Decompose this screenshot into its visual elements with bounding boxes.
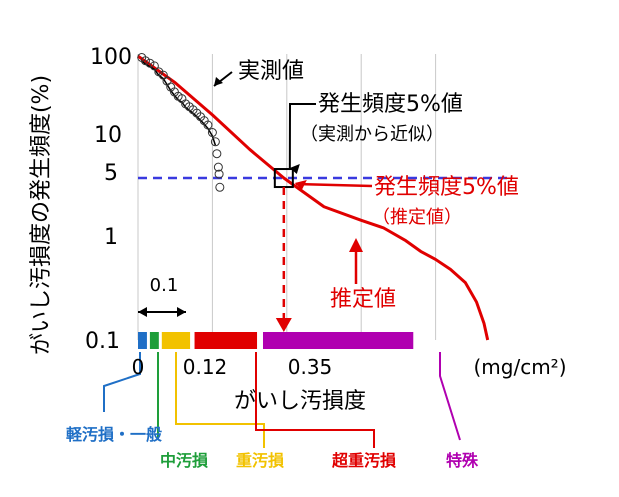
estimated-freq-pointer-head bbox=[294, 180, 307, 191]
measured-approx-line bbox=[141, 60, 217, 146]
measured-label: 実測値 bbox=[238, 59, 304, 84]
measured-point bbox=[215, 182, 225, 192]
y-tick-label: 10 bbox=[94, 123, 122, 148]
category-leader-light bbox=[103, 352, 141, 412]
estimated-label: 推定値 bbox=[330, 287, 396, 312]
y-axis-title: がいし汚損度の発生頻度(%) bbox=[29, 75, 54, 355]
marks bbox=[137, 52, 373, 332]
estimated-freq-sub: （推定値） bbox=[372, 207, 462, 228]
x-axis-title: がいし汚損度 bbox=[234, 389, 366, 414]
category-leader-special bbox=[439, 352, 461, 441]
measured-freq-pointer-head bbox=[289, 164, 300, 175]
category-label: 特殊 bbox=[446, 451, 479, 470]
estimated-pointer-head bbox=[349, 238, 363, 252]
measured-point bbox=[212, 149, 222, 159]
category-bar-1 bbox=[149, 332, 159, 349]
bracket-arrow-left bbox=[138, 307, 147, 317]
category-bars bbox=[103, 332, 461, 448]
y-tick-label: 5 bbox=[104, 161, 118, 186]
drop-arrow-head bbox=[275, 318, 292, 332]
y-tick-label: 100 bbox=[90, 45, 132, 70]
x-tick-label: 0.12 bbox=[183, 355, 228, 379]
grid bbox=[137, 54, 510, 340]
category-label: 軽汚損・一般 bbox=[66, 425, 162, 444]
estimated-freq-title: 発生頻度5%値 bbox=[374, 175, 519, 200]
measured-freq-pointer bbox=[288, 103, 316, 169]
x-tick-label: 0.35 bbox=[288, 355, 333, 379]
category-bar-0 bbox=[138, 332, 147, 349]
measured-point bbox=[154, 67, 164, 77]
category-label: 中汚損 bbox=[160, 451, 209, 470]
category-label: 超重汚損 bbox=[331, 451, 397, 470]
category-bar-3 bbox=[194, 332, 258, 349]
x-unit-label: (mg/cm²) bbox=[473, 355, 566, 379]
x-tick-label: 0 bbox=[132, 355, 145, 379]
measured-pointer-head bbox=[214, 77, 223, 86]
measured-point bbox=[207, 128, 217, 138]
measured-point bbox=[203, 120, 213, 130]
measured-point bbox=[149, 61, 159, 71]
category-leader-very-heavy bbox=[255, 352, 375, 448]
bracket-arrow-right bbox=[177, 307, 186, 317]
measured-point bbox=[140, 56, 150, 66]
measured-freq-sub: （実測から近似） bbox=[300, 124, 444, 145]
category-bar-4 bbox=[262, 332, 414, 349]
y-tick-label: 0.1 bbox=[85, 329, 120, 354]
bracket-label: 0.1 bbox=[150, 275, 179, 296]
measured-point bbox=[214, 169, 224, 179]
estimated-series-line bbox=[137, 54, 490, 341]
category-label: 重汚損 bbox=[236, 451, 285, 470]
measured-point bbox=[213, 162, 223, 172]
estimated-freq-pointer bbox=[295, 182, 373, 188]
category-bar-2 bbox=[161, 332, 191, 349]
measured-freq-title: 発生頻度5%値 bbox=[318, 92, 463, 117]
measured-point bbox=[145, 58, 155, 68]
y-tick-label: 1 bbox=[104, 225, 118, 250]
category-leader-heavy bbox=[175, 352, 265, 448]
measured-point bbox=[210, 137, 220, 147]
